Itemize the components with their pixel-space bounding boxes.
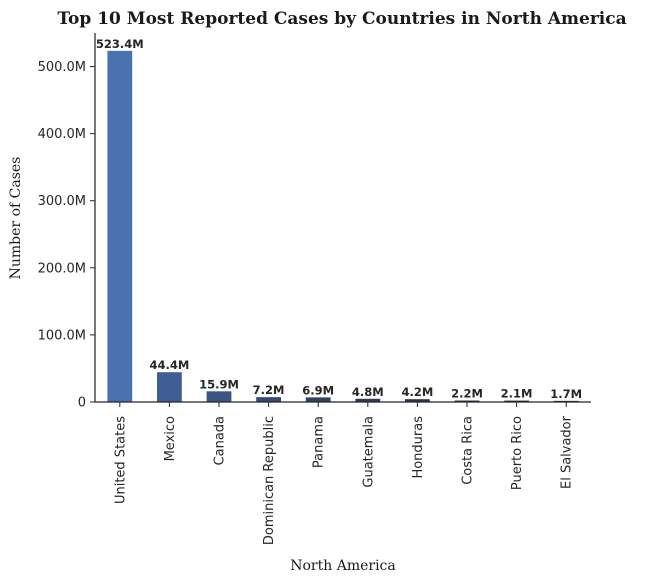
- x-tick-label: El Salvador: [560, 415, 575, 489]
- bar-value-label: 15.9M: [199, 377, 239, 391]
- x-tick-label: Dominican Republic: [262, 416, 277, 545]
- x-tick-label: Canada: [213, 416, 228, 465]
- bar: [107, 50, 133, 402]
- x-tick-label: Guatemala: [361, 416, 376, 488]
- bar-value-label: 7.2M: [253, 383, 285, 397]
- bar: [405, 399, 430, 402]
- bar-value-label: 44.4M: [149, 358, 189, 372]
- x-tick-label: United States: [113, 416, 128, 504]
- bars-group: 523.4M 44.4M 15.9M 7.2M 6.9M 4.8M 4.2M 2.2M 2.1M…: [96, 37, 582, 402]
- bar: [206, 391, 232, 402]
- x-tick-label: Puerto Rico: [510, 416, 525, 490]
- bar-value-label: 2.1M: [501, 387, 533, 401]
- bar-value-label: 6.9M: [302, 383, 334, 397]
- bar-value-label: 4.8M: [352, 385, 384, 399]
- x-tick-label: Panama: [312, 416, 327, 468]
- bar: [454, 400, 480, 402]
- bar-value-label: 4.2M: [401, 385, 433, 399]
- x-tick-label: Honduras: [411, 416, 426, 479]
- bar: [504, 400, 529, 402]
- y-tick-label: 200.0M: [38, 261, 86, 276]
- chart-title: Top 10 Most Reported Cases by Countries …: [57, 9, 626, 29]
- bar-value-label: 523.4M: [96, 37, 144, 51]
- bar-value-label: 1.7M: [550, 387, 582, 401]
- x-tick-label: Mexico: [163, 416, 178, 461]
- y-axis-label: Number of Cases: [8, 157, 24, 280]
- y-tick-label: 100.0M: [38, 328, 86, 343]
- bar: [256, 397, 281, 402]
- bar: [305, 397, 331, 402]
- x-tick-label: Costa Rica: [461, 416, 476, 485]
- y-tick-label: 0: [78, 396, 86, 411]
- x-axis-label: North America: [290, 558, 396, 574]
- y-tick-label: 300.0M: [38, 194, 86, 209]
- bar: [355, 398, 381, 402]
- bar: [157, 372, 182, 402]
- y-tick-label: 400.0M: [38, 127, 86, 142]
- bar-value-label: 2.2M: [451, 387, 483, 401]
- y-tick-label: 500.0M: [38, 60, 86, 75]
- y-axis-ticks: 0 100.0M 200.0M 300.0M 400.0M 500.0M: [38, 60, 95, 411]
- x-axis-ticks: United States Mexico Canada Dominican Repub…: [113, 402, 575, 545]
